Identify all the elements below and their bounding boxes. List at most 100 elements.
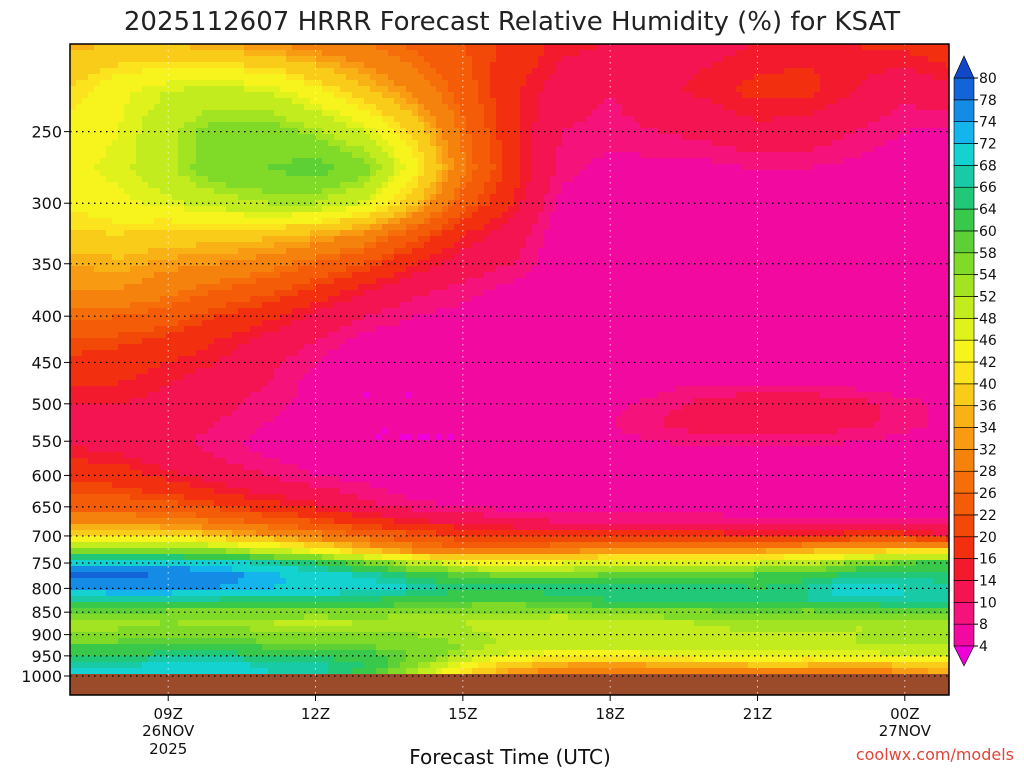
rh-cell <box>700 44 707 51</box>
rh-cell <box>106 44 113 51</box>
rh-cell <box>508 104 515 111</box>
rh-cell <box>316 62 323 69</box>
rh-cell <box>730 200 737 207</box>
rh-cell <box>802 212 809 219</box>
rh-cell <box>418 242 425 249</box>
rh-cell <box>646 194 653 201</box>
rh-cell <box>244 128 251 135</box>
rh-cell <box>772 86 779 93</box>
rh-cell <box>376 50 383 57</box>
rh-cell <box>802 110 809 117</box>
rh-cell <box>328 224 335 231</box>
rh-cell <box>742 200 749 207</box>
rh-cell <box>556 212 563 219</box>
rh-cell <box>640 44 647 51</box>
rh-cell <box>94 80 101 87</box>
rh-cell <box>196 104 203 111</box>
rh-cell <box>718 152 725 159</box>
rh-cell <box>466 170 473 177</box>
rh-cell <box>358 224 365 231</box>
rh-cell <box>772 212 779 219</box>
rh-cell <box>370 194 377 201</box>
rh-cell <box>760 176 767 183</box>
rh-cell <box>868 218 875 225</box>
rh-cell <box>274 158 281 165</box>
rh-cell <box>154 194 161 201</box>
rh-cell <box>868 116 875 123</box>
rh-cell <box>166 182 173 189</box>
rh-cell <box>676 200 683 207</box>
rh-cell <box>526 74 533 81</box>
rh-cell <box>166 92 173 99</box>
rh-cell <box>724 176 731 183</box>
rh-cell <box>754 44 761 51</box>
rh-cell <box>286 140 293 147</box>
rh-cell <box>652 146 659 153</box>
rh-cell <box>940 122 947 129</box>
rh-cell <box>514 164 521 171</box>
rh-cell <box>196 74 203 81</box>
rh-cell <box>400 200 407 207</box>
rh-cell <box>160 50 167 57</box>
rh-cell <box>388 212 395 219</box>
rh-cell <box>340 140 347 147</box>
rh-cell <box>880 80 887 87</box>
rh-cell <box>772 218 779 225</box>
rh-cell <box>718 80 725 87</box>
rh-cell <box>922 140 929 147</box>
rh-cell <box>352 230 359 237</box>
rh-cell <box>736 92 743 99</box>
rh-cell <box>184 170 191 177</box>
rh-cell <box>190 50 197 57</box>
rh-cell <box>844 212 851 219</box>
rh-cell <box>946 140 949 147</box>
rh-cell <box>730 50 737 57</box>
rh-cell <box>148 50 155 57</box>
rh-cell <box>400 230 407 237</box>
rh-cell <box>382 110 389 117</box>
rh-cell <box>160 194 167 201</box>
rh-cell <box>946 170 949 177</box>
rh-cell <box>928 188 935 195</box>
rh-cell <box>94 110 101 117</box>
rh-cell <box>148 224 155 231</box>
rh-cell <box>268 104 275 111</box>
rh-cell <box>934 230 941 237</box>
rh-cell <box>640 104 647 111</box>
rh-cell <box>232 74 239 81</box>
rh-cell <box>700 194 707 201</box>
rh-cell <box>520 170 527 177</box>
rh-cell <box>538 182 545 189</box>
rh-cell <box>382 218 389 225</box>
rh-cell <box>646 128 653 135</box>
rh-cell <box>940 62 947 69</box>
rh-cell <box>808 158 815 165</box>
rh-cell <box>934 44 941 51</box>
rh-cell <box>856 140 863 147</box>
rh-cell <box>670 68 677 75</box>
rh-cell <box>658 98 665 105</box>
rh-cell <box>154 86 161 93</box>
rh-cell <box>94 176 101 183</box>
rh-cell <box>718 242 725 249</box>
rh-cell <box>742 44 749 51</box>
rh-cell <box>430 134 437 141</box>
rh-cell <box>292 122 299 129</box>
rh-cell <box>652 56 659 63</box>
rh-cell <box>934 68 941 75</box>
rh-cell <box>586 182 593 189</box>
rh-cell <box>160 146 167 153</box>
rh-cell <box>184 224 191 231</box>
rh-cell <box>346 194 353 201</box>
rh-cell <box>556 206 563 213</box>
rh-cell <box>556 224 563 231</box>
rh-cell <box>586 146 593 153</box>
rh-cell <box>550 68 557 75</box>
rh-cell <box>886 152 893 159</box>
rh-cell <box>190 134 197 141</box>
rh-cell <box>676 92 683 99</box>
rh-cell <box>400 212 407 219</box>
rh-cell <box>172 170 179 177</box>
rh-cell <box>376 188 383 195</box>
rh-cell <box>328 194 335 201</box>
